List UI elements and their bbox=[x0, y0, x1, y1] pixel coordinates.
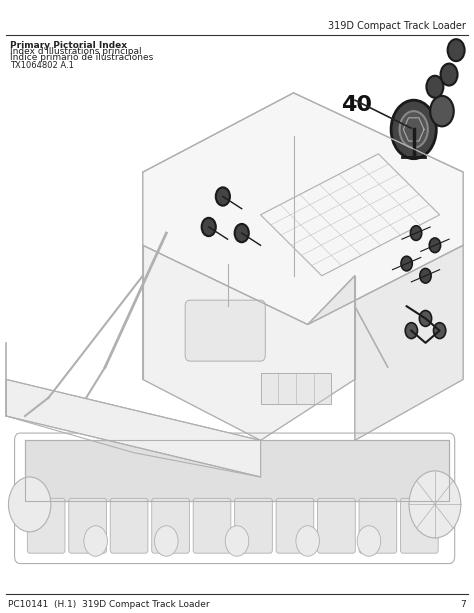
Polygon shape bbox=[308, 245, 463, 440]
FancyBboxPatch shape bbox=[110, 498, 148, 553]
Polygon shape bbox=[143, 245, 355, 440]
Text: TX1064802 A.1: TX1064802 A.1 bbox=[10, 61, 74, 70]
Circle shape bbox=[84, 526, 108, 556]
Text: PC10141  (H.1)  319D Compact Track Loader: PC10141 (H.1) 319D Compact Track Loader bbox=[9, 600, 210, 609]
Text: 319D Compact Track Loader: 319D Compact Track Loader bbox=[328, 21, 465, 31]
Text: Indice primario de ilustraciones: Indice primario de ilustraciones bbox=[10, 53, 153, 62]
FancyBboxPatch shape bbox=[69, 498, 107, 553]
FancyBboxPatch shape bbox=[193, 498, 231, 553]
Text: Primary Pictorial Index: Primary Pictorial Index bbox=[10, 41, 127, 50]
Circle shape bbox=[201, 218, 216, 236]
Circle shape bbox=[225, 526, 249, 556]
Polygon shape bbox=[143, 93, 463, 324]
FancyBboxPatch shape bbox=[359, 498, 397, 553]
Text: Index d'illustrations principal: Index d'illustrations principal bbox=[10, 47, 142, 56]
Circle shape bbox=[357, 526, 381, 556]
FancyBboxPatch shape bbox=[401, 498, 438, 553]
Circle shape bbox=[9, 477, 51, 532]
Circle shape bbox=[447, 39, 465, 61]
Text: 7: 7 bbox=[460, 600, 465, 609]
Circle shape bbox=[235, 224, 249, 242]
Circle shape bbox=[405, 322, 418, 338]
FancyBboxPatch shape bbox=[185, 300, 265, 361]
Circle shape bbox=[155, 526, 178, 556]
FancyBboxPatch shape bbox=[235, 498, 273, 553]
Circle shape bbox=[409, 471, 461, 538]
Circle shape bbox=[440, 64, 457, 86]
Polygon shape bbox=[6, 379, 261, 477]
FancyBboxPatch shape bbox=[27, 498, 65, 553]
Circle shape bbox=[427, 76, 443, 97]
FancyBboxPatch shape bbox=[276, 498, 314, 553]
Circle shape bbox=[296, 526, 319, 556]
Circle shape bbox=[216, 188, 230, 205]
Circle shape bbox=[419, 311, 432, 326]
FancyBboxPatch shape bbox=[152, 498, 190, 553]
Circle shape bbox=[410, 226, 422, 240]
Polygon shape bbox=[25, 440, 449, 501]
Circle shape bbox=[420, 268, 431, 283]
Circle shape bbox=[400, 111, 428, 148]
Circle shape bbox=[434, 322, 446, 338]
FancyBboxPatch shape bbox=[318, 498, 356, 553]
Circle shape bbox=[429, 238, 440, 253]
Circle shape bbox=[401, 256, 412, 271]
Circle shape bbox=[430, 96, 454, 126]
Text: 40: 40 bbox=[341, 95, 372, 115]
Circle shape bbox=[391, 100, 437, 159]
Bar bbox=[261, 373, 331, 404]
